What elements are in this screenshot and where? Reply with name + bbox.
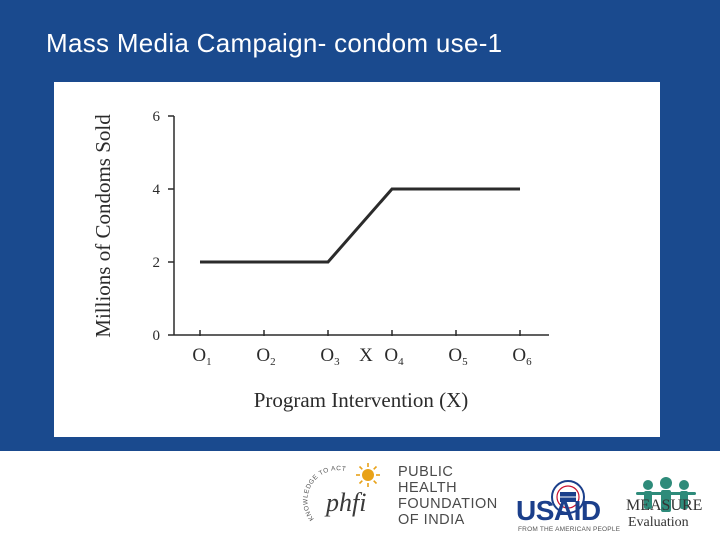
y-tick-label: 0 bbox=[153, 328, 161, 344]
phfi-mark-text: phfi bbox=[324, 488, 366, 517]
sun-icon bbox=[356, 463, 380, 487]
y-tick-label: 4 bbox=[153, 182, 161, 198]
x-tick-label: O3 bbox=[320, 345, 340, 368]
measure-wordmark: MEASURE bbox=[626, 497, 703, 514]
slide-title: Mass Media Campaign- condom use-1 bbox=[46, 28, 503, 58]
y-axis-title: Millions of Condoms Sold bbox=[91, 114, 115, 338]
y-tick-label: 6 bbox=[153, 109, 161, 125]
intervention-label: X bbox=[359, 345, 373, 366]
usaid-tagline: FROM THE AMERICAN PEOPLE bbox=[518, 526, 621, 533]
footer-logos: KNOWLEDGE TO ACTION phfi PUBLIC HEAL bbox=[0, 451, 720, 540]
phfi-logo-icon: KNOWLEDGE TO ACTION phfi bbox=[296, 457, 380, 522]
series-line bbox=[200, 187, 520, 264]
x-tick-label: O1 bbox=[192, 345, 211, 368]
x-tick-label: O2 bbox=[256, 345, 275, 368]
usaid-seal-icon bbox=[551, 480, 585, 514]
chart-card: 0 2 4 6 O1 O2 O3 O4 O5 O6 X Program Intervention (X… bbox=[54, 82, 660, 437]
x-tick-label: O6 bbox=[512, 345, 532, 368]
x-axis-title: Program Intervention (X) bbox=[254, 388, 469, 412]
phfi-line: FOUNDATION bbox=[398, 496, 498, 512]
phfi-line: HEALTH bbox=[398, 480, 458, 496]
phfi-line: PUBLIC bbox=[398, 464, 454, 480]
x-tick-label: O4 bbox=[384, 345, 404, 368]
y-tick-label: 2 bbox=[153, 255, 161, 271]
measure-people-icon bbox=[636, 477, 696, 512]
x-tick-label: O5 bbox=[448, 345, 468, 368]
phfi-line: OF INDIA bbox=[398, 512, 465, 528]
usaid-wordmark: USAID bbox=[516, 495, 601, 526]
line-chart: 0 2 4 6 O1 O2 O3 O4 O5 O6 X Program Intervention (X… bbox=[91, 109, 549, 412]
measure-subtitle: Evaluation bbox=[628, 515, 689, 530]
phfi-wordmark: PUBLIC HEALTH FOUNDATION OF INDIA bbox=[398, 464, 498, 528]
